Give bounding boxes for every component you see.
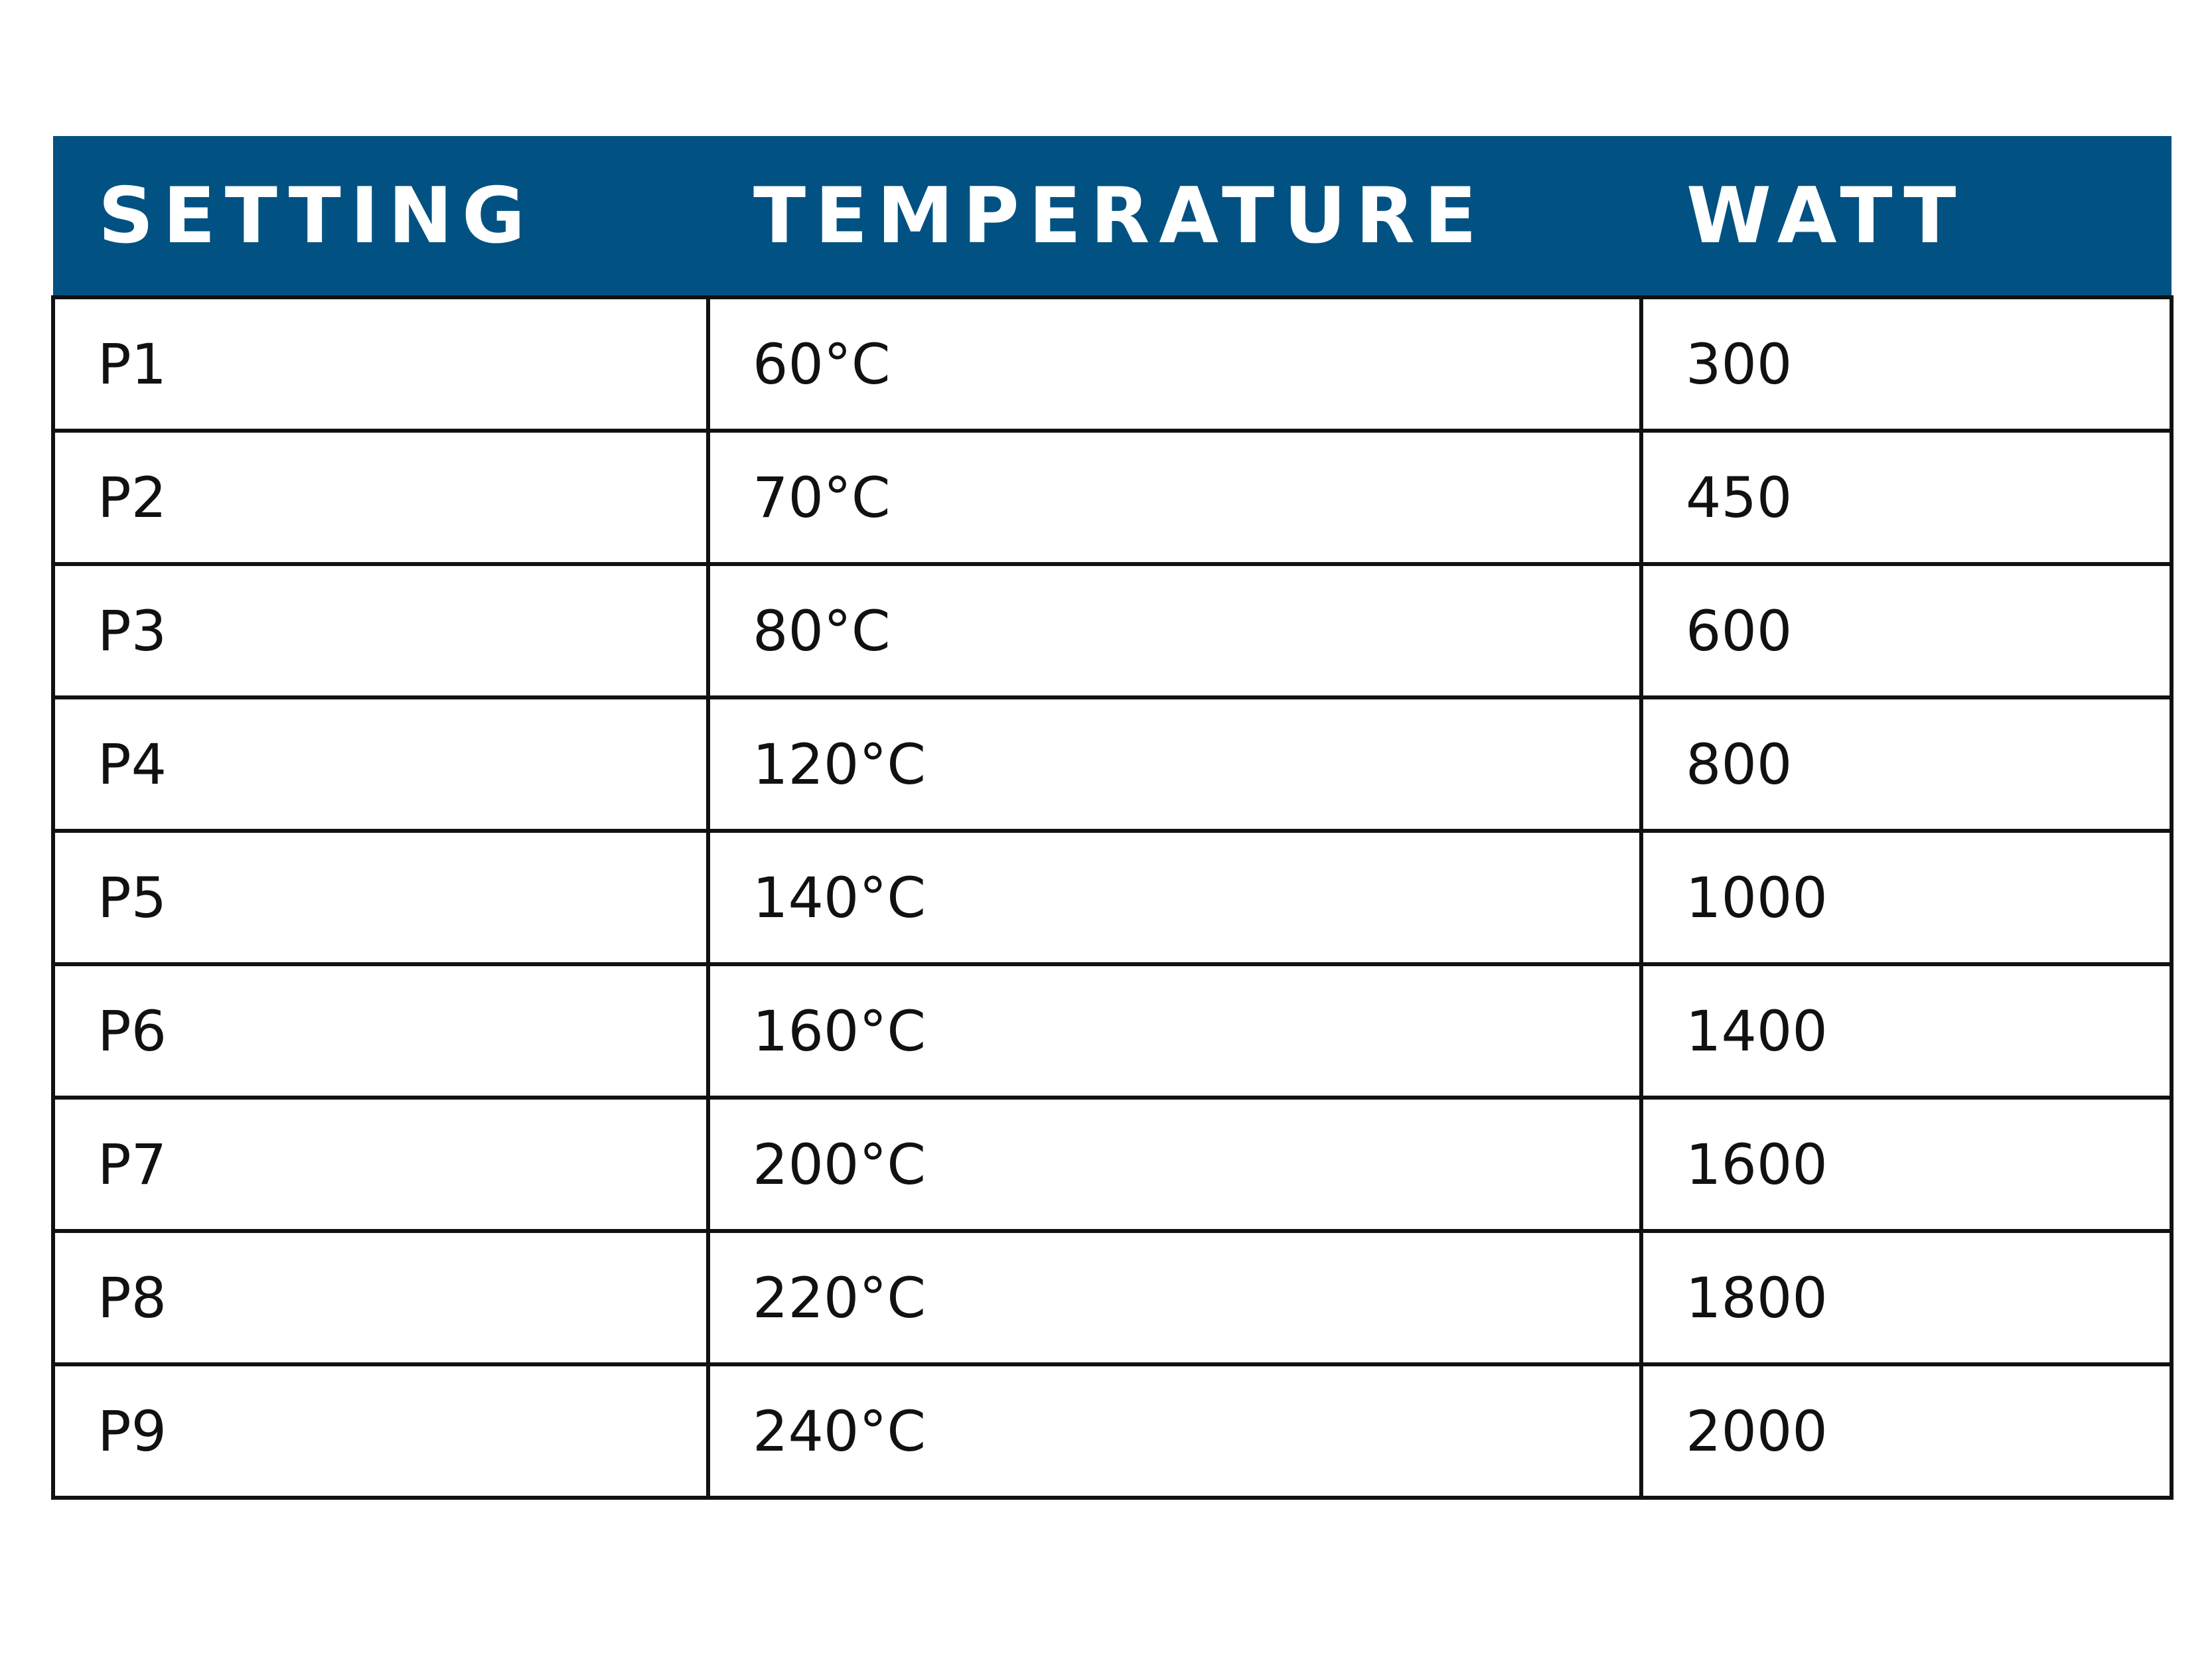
header-watt: WATT <box>1641 136 2172 297</box>
cell-temperature: 140°C <box>706 829 1643 966</box>
table-row: P6 160°C 1400 <box>51 962 2174 1100</box>
table-row: P2 70°C 450 <box>51 429 2174 566</box>
table-row: P7 200°C 1600 <box>51 1096 2174 1233</box>
table-row: P8 220°C 1800 <box>51 1229 2174 1366</box>
cell-watt: 600 <box>1639 562 2174 699</box>
cell-setting: P1 <box>51 295 710 433</box>
table-row: P4 120°C 800 <box>51 695 2174 833</box>
cell-watt: 1600 <box>1639 1096 2174 1233</box>
cell-watt: 800 <box>1639 695 2174 833</box>
cell-watt: 450 <box>1639 429 2174 566</box>
settings-table: SETTING TEMPERATURE WATT P1 60°C 300 P2 … <box>51 136 2174 1500</box>
cell-temperature: 70°C <box>706 429 1643 566</box>
cell-setting: P8 <box>51 1229 710 1366</box>
cell-setting: P4 <box>51 695 710 833</box>
header-temperature: TEMPERATURE <box>708 136 1641 297</box>
cell-temperature: 200°C <box>706 1096 1643 1233</box>
cell-temperature: 60°C <box>706 295 1643 433</box>
cell-temperature: 80°C <box>706 562 1643 699</box>
table-row: P9 240°C 2000 <box>51 1362 2174 1500</box>
cell-watt: 300 <box>1639 295 2174 433</box>
cell-watt: 1800 <box>1639 1229 2174 1366</box>
table-header-row: SETTING TEMPERATURE WATT <box>53 136 2172 297</box>
cell-watt: 1400 <box>1639 962 2174 1100</box>
cell-setting: P9 <box>51 1362 710 1500</box>
cell-watt: 2000 <box>1639 1362 2174 1500</box>
table-row: P3 80°C 600 <box>51 562 2174 699</box>
cell-setting: P6 <box>51 962 710 1100</box>
cell-setting: P5 <box>51 829 710 966</box>
cell-setting: P7 <box>51 1096 710 1233</box>
cell-temperature: 220°C <box>706 1229 1643 1366</box>
cell-watt: 1000 <box>1639 829 2174 966</box>
cell-temperature: 160°C <box>706 962 1643 1100</box>
cell-setting: P2 <box>51 429 710 566</box>
cell-temperature: 240°C <box>706 1362 1643 1500</box>
table-row: P1 60°C 300 <box>51 295 2174 433</box>
settings-table-container: SETTING TEMPERATURE WATT P1 60°C 300 P2 … <box>51 136 2174 1500</box>
cell-temperature: 120°C <box>706 695 1643 833</box>
cell-setting: P3 <box>51 562 710 699</box>
header-setting: SETTING <box>53 136 708 297</box>
table-row: P5 140°C 1000 <box>51 829 2174 966</box>
